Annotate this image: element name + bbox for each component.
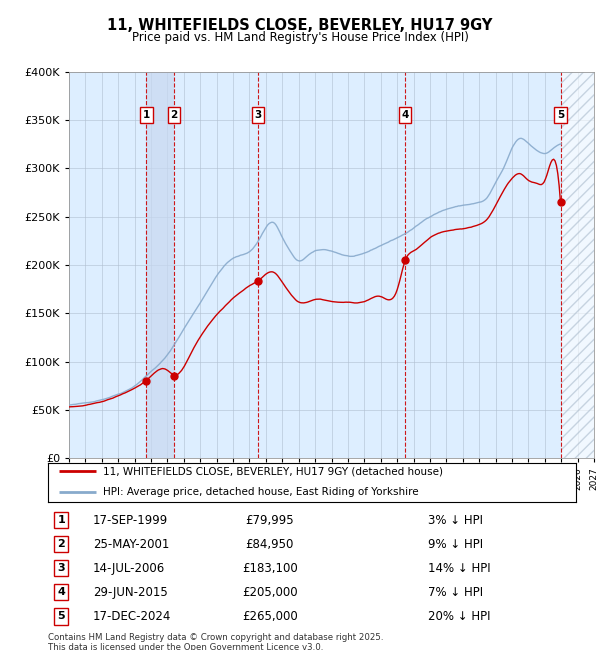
Text: 7% ↓ HPI: 7% ↓ HPI (428, 586, 483, 599)
Text: 17-DEC-2024: 17-DEC-2024 (93, 610, 171, 623)
Text: 29-JUN-2015: 29-JUN-2015 (93, 586, 167, 599)
Text: HPI: Average price, detached house, East Riding of Yorkshire: HPI: Average price, detached house, East… (103, 487, 419, 497)
Text: 5: 5 (557, 110, 564, 120)
Text: 3: 3 (254, 110, 262, 120)
Text: £265,000: £265,000 (242, 610, 298, 623)
Text: £79,995: £79,995 (245, 514, 294, 526)
Bar (146, 72, 174, 458)
Text: 1: 1 (143, 110, 150, 120)
Text: 14% ↓ HPI: 14% ↓ HPI (428, 562, 491, 575)
Text: £84,950: £84,950 (245, 538, 294, 551)
Text: 4: 4 (401, 110, 409, 120)
Text: 9% ↓ HPI: 9% ↓ HPI (428, 538, 483, 551)
Text: 11, WHITEFIELDS CLOSE, BEVERLEY, HU17 9GY: 11, WHITEFIELDS CLOSE, BEVERLEY, HU17 9G… (107, 18, 493, 34)
Text: 4: 4 (57, 588, 65, 597)
Text: £205,000: £205,000 (242, 586, 298, 599)
Text: 17-SEP-1999: 17-SEP-1999 (93, 514, 168, 526)
Text: 2: 2 (170, 110, 178, 120)
Text: 25-MAY-2001: 25-MAY-2001 (93, 538, 169, 551)
Text: 20% ↓ HPI: 20% ↓ HPI (428, 610, 491, 623)
Text: 3% ↓ HPI: 3% ↓ HPI (428, 514, 483, 526)
Text: 11, WHITEFIELDS CLOSE, BEVERLEY, HU17 9GY (detached house): 11, WHITEFIELDS CLOSE, BEVERLEY, HU17 9G… (103, 467, 443, 476)
Text: 1: 1 (58, 515, 65, 525)
Text: 14-JUL-2006: 14-JUL-2006 (93, 562, 165, 575)
Text: Contains HM Land Registry data © Crown copyright and database right 2025.
This d: Contains HM Land Registry data © Crown c… (48, 633, 383, 650)
Text: 3: 3 (58, 564, 65, 573)
Text: £183,100: £183,100 (242, 562, 298, 575)
Bar (561, 72, 594, 458)
Text: 2: 2 (58, 540, 65, 549)
Text: Price paid vs. HM Land Registry's House Price Index (HPI): Price paid vs. HM Land Registry's House … (131, 31, 469, 44)
Text: 5: 5 (58, 612, 65, 621)
